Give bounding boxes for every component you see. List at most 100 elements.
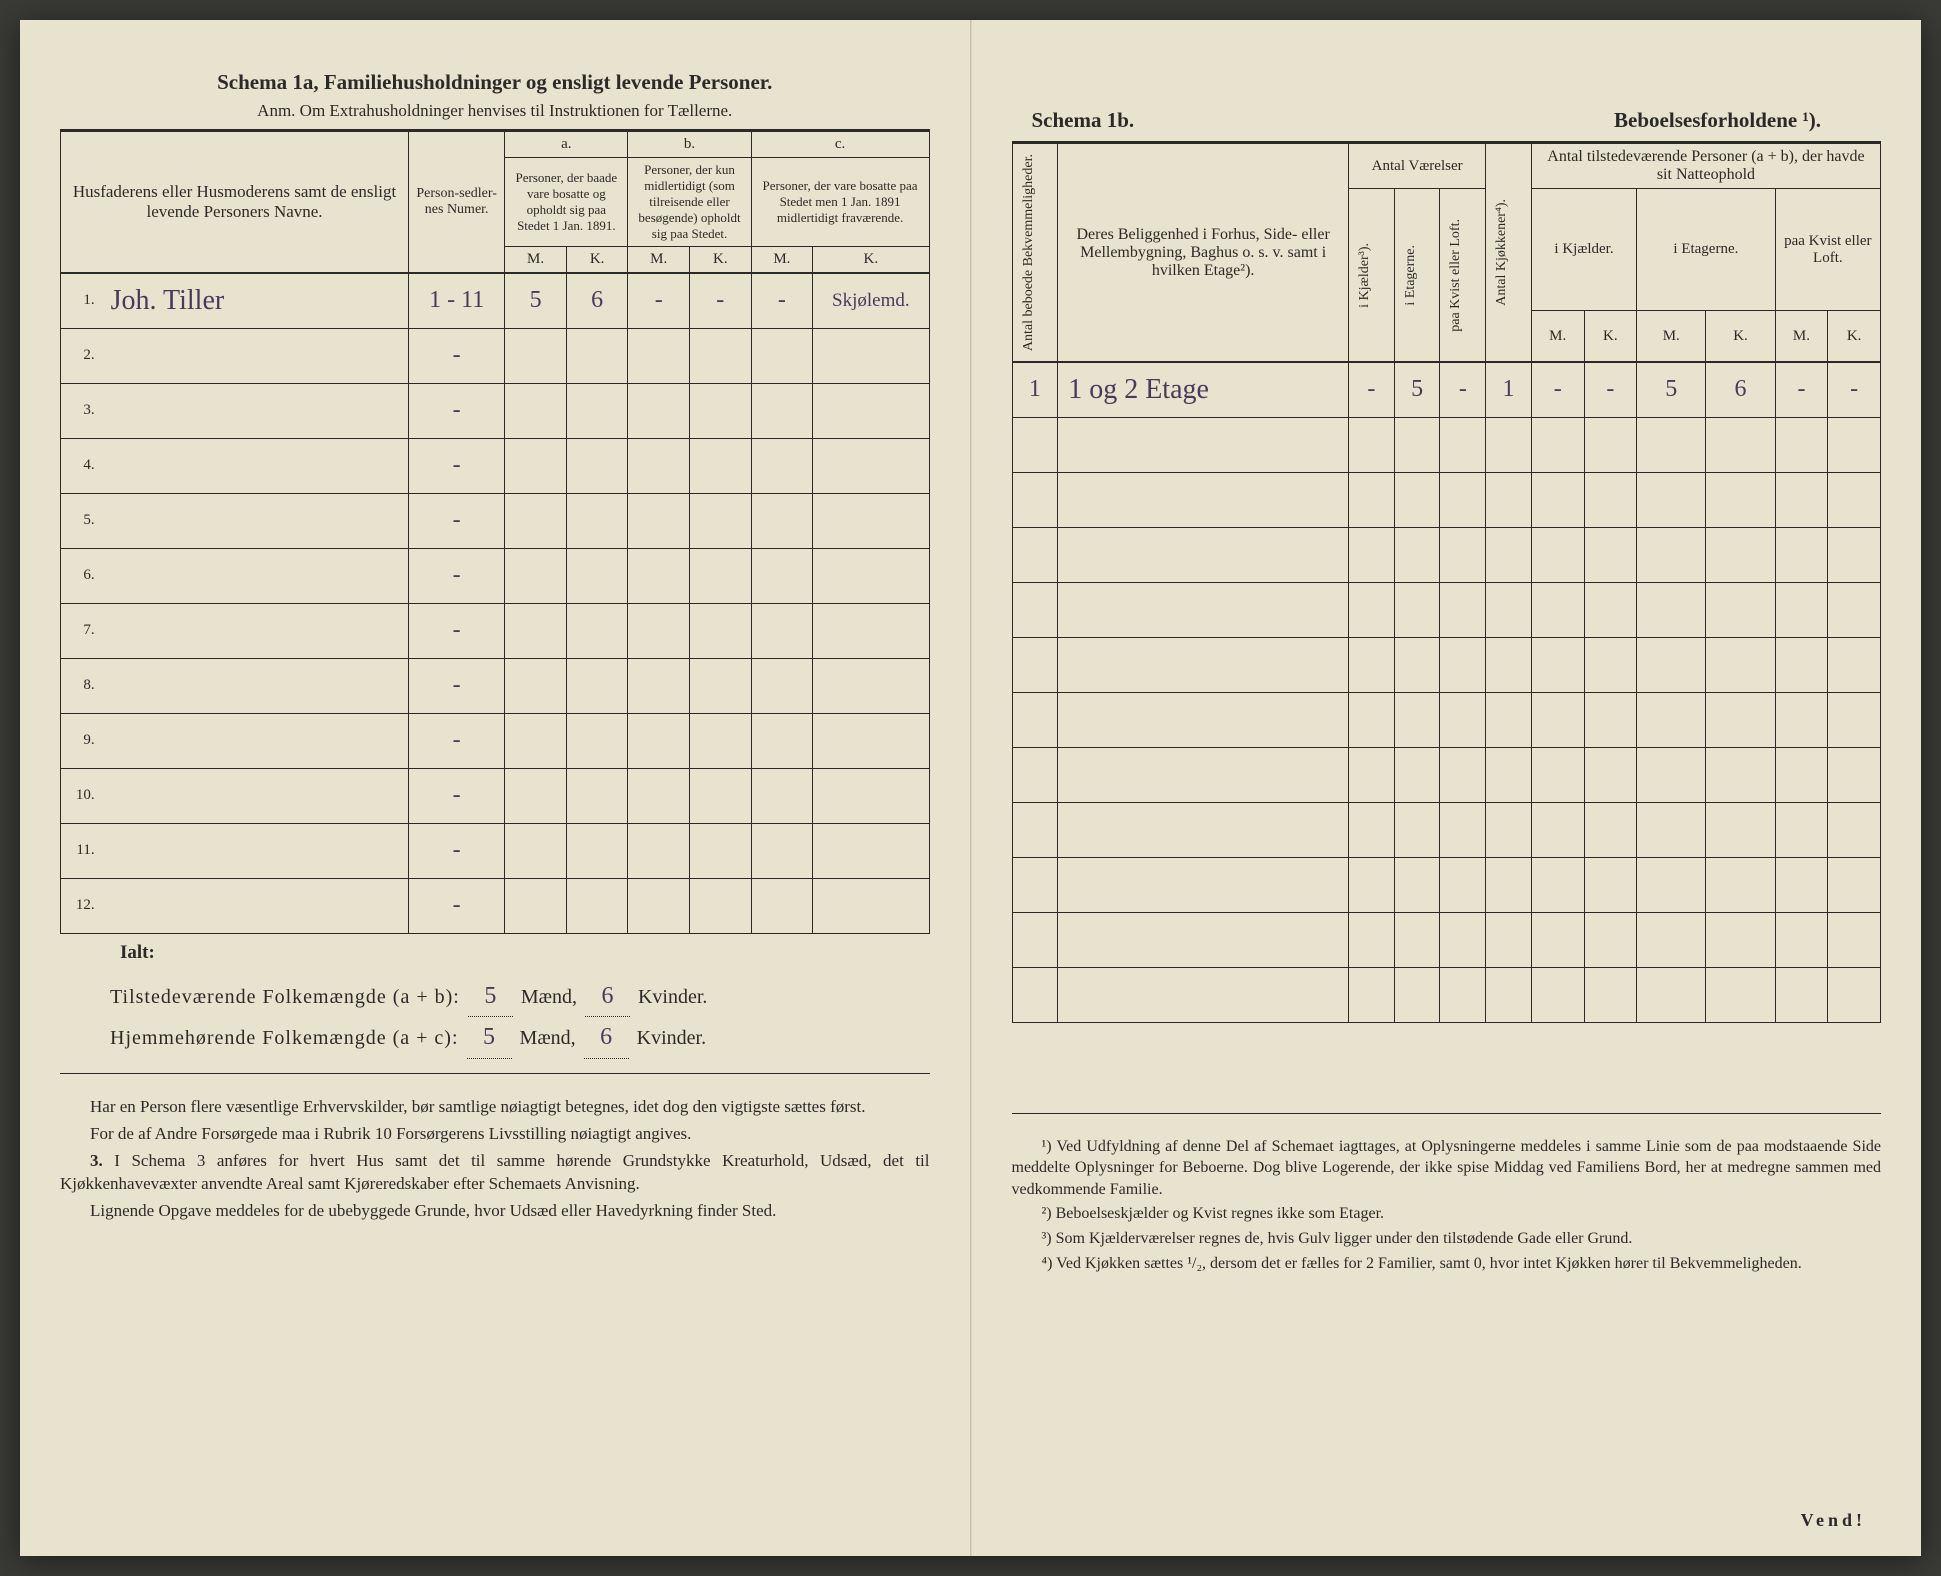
cell-kkf [1584, 417, 1637, 472]
cell-ak [566, 823, 628, 878]
cell-km [1531, 747, 1584, 802]
cell-am [505, 658, 567, 713]
cell-ek [1706, 582, 1775, 637]
cell-lk [1828, 582, 1881, 637]
cell-lk [1828, 747, 1881, 802]
cell-km [1531, 692, 1584, 747]
note-p3-text: I Schema 3 anføres for hvert Hus samt de… [60, 1151, 930, 1193]
cell-bm [628, 658, 690, 713]
cell-kj [1349, 472, 1395, 527]
cell-em [1637, 967, 1706, 1022]
cell-bk [690, 438, 752, 493]
anm-note: Anm. Om Extrahusholdninger henvises til … [60, 101, 930, 131]
table-row [1012, 857, 1881, 912]
sum1-m: 5 [468, 976, 513, 1018]
cell-am [505, 493, 567, 548]
cell-ak [566, 493, 628, 548]
cell-kkf [1584, 472, 1637, 527]
cell-kj [1349, 637, 1395, 692]
cell-lm [1775, 417, 1828, 472]
cell-bk [690, 768, 752, 823]
cell-kj [1349, 527, 1395, 582]
hdr-kk: K. [1584, 311, 1637, 362]
table-row [1012, 472, 1881, 527]
cell-ak: 6 [566, 273, 628, 328]
cell-lk [1828, 692, 1881, 747]
document-spread: Schema 1a, Familiehusholdninger og ensli… [20, 20, 1921, 1556]
cell-et [1394, 912, 1440, 967]
cell-bm [628, 438, 690, 493]
maend2: Mænd, [520, 1027, 576, 1049]
table-row: 11 og 2 Etage-5-1--56-- [1012, 362, 1881, 417]
cell-name [101, 438, 409, 493]
hdr-bm: M. [628, 247, 690, 274]
cell-et: 5 [1394, 362, 1440, 417]
cell-belig [1058, 802, 1349, 857]
table-row [1012, 417, 1881, 472]
cell-bk [690, 823, 752, 878]
cell-em [1637, 637, 1706, 692]
cell-kv [1440, 472, 1486, 527]
cell-et [1394, 582, 1440, 637]
cell-et [1394, 692, 1440, 747]
cell-em [1637, 472, 1706, 527]
cell-name [101, 383, 409, 438]
cell-kj: - [1349, 362, 1395, 417]
table-row: 10.- [61, 768, 930, 823]
cell-kk [1486, 417, 1532, 472]
cell-bk [690, 328, 752, 383]
row-num: 10. [61, 768, 101, 823]
note-p3: 3. I Schema 3 anføres for hvert Hus samt… [60, 1150, 930, 1196]
cell-bm [628, 603, 690, 658]
hdr-tilstede: Antal tilstedeværende Personer (a + b), … [1531, 144, 1880, 189]
table-row: 5.- [61, 493, 930, 548]
cell-lk [1828, 967, 1881, 1022]
hdr-vkv: paa Kvist eller Loft. [1446, 213, 1466, 338]
cell-lm [1775, 912, 1828, 967]
cell-em [1637, 692, 1706, 747]
cell-kk [1486, 472, 1532, 527]
cell-ek: 6 [1706, 362, 1775, 417]
cell-n [1012, 637, 1058, 692]
hdr-km: M. [1531, 311, 1584, 362]
cell-n [1012, 912, 1058, 967]
cell-kkf [1584, 527, 1637, 582]
hdr-ek: K. [1706, 311, 1775, 362]
cell-kj [1349, 912, 1395, 967]
cell-km [1531, 472, 1584, 527]
hdr-name: Husfaderens eller Husmoderens samt de en… [61, 132, 409, 274]
cell-kk [1486, 582, 1532, 637]
cell-lm [1775, 692, 1828, 747]
cell-kv: - [1440, 362, 1486, 417]
cell-kv [1440, 637, 1486, 692]
cell-n: 1 [1012, 362, 1058, 417]
cell-ek [1706, 857, 1775, 912]
cell-pn: - [409, 713, 505, 768]
cell-n [1012, 582, 1058, 637]
row-num: 5. [61, 493, 101, 548]
cell-kj [1349, 582, 1395, 637]
row-num: 7. [61, 603, 101, 658]
cell-belig [1058, 637, 1349, 692]
divider [60, 1073, 930, 1074]
cell-ek [1706, 912, 1775, 967]
cell-bm [628, 328, 690, 383]
cell-name [101, 768, 409, 823]
cell-name [101, 658, 409, 713]
cell-am [505, 603, 567, 658]
cell-kj [1349, 747, 1395, 802]
cell-lk [1828, 802, 1881, 857]
table-row: 1.Joh. Tiller1 - 1156---Skjølemd. [61, 273, 930, 328]
cell-pn: - [409, 658, 505, 713]
cell-km [1531, 527, 1584, 582]
sum2-m: 5 [467, 1017, 512, 1059]
cell-et [1394, 527, 1440, 582]
cell-bm [628, 383, 690, 438]
cell-km [1531, 912, 1584, 967]
cell-am: 5 [505, 273, 567, 328]
cell-km [1531, 857, 1584, 912]
cell-cm [751, 823, 813, 878]
cell-belig [1058, 692, 1349, 747]
cell-ck [813, 328, 929, 383]
table-row: 7.- [61, 603, 930, 658]
